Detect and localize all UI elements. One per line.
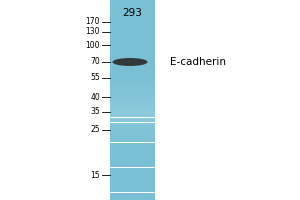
Bar [110, 192, 155, 195]
Bar [110, 145, 155, 148]
Bar [110, 150, 155, 152]
Bar [110, 22, 155, 25]
Bar [110, 58, 155, 60]
Bar [110, 152, 155, 155]
Bar [110, 172, 155, 175]
Bar [110, 68, 155, 70]
Bar [110, 122, 155, 125]
Bar [110, 95, 155, 98]
Bar [110, 80, 155, 82]
Bar [110, 27, 155, 30]
Text: 15: 15 [90, 170, 100, 180]
Bar [110, 52, 155, 55]
Text: 40: 40 [90, 92, 100, 102]
Bar [110, 182, 155, 185]
Bar [110, 85, 155, 88]
Bar [110, 185, 155, 188]
Bar [110, 82, 155, 85]
Bar [110, 170, 155, 172]
Bar [110, 55, 155, 58]
Bar [110, 117, 155, 120]
Bar [110, 0, 155, 2]
Bar [110, 102, 155, 105]
Bar [110, 128, 155, 130]
Bar [110, 72, 155, 75]
Bar [110, 88, 155, 90]
Text: 130: 130 [85, 27, 100, 36]
Bar [110, 2, 155, 5]
Bar [110, 15, 155, 18]
Text: 170: 170 [85, 18, 100, 26]
Text: 35: 35 [90, 108, 100, 116]
Bar [110, 112, 155, 115]
Bar [110, 160, 155, 162]
Bar [110, 155, 155, 158]
Bar [110, 92, 155, 95]
Bar [110, 190, 155, 192]
Bar [110, 105, 155, 108]
Bar [110, 120, 155, 122]
Bar [110, 195, 155, 198]
Text: 25: 25 [90, 126, 100, 134]
Bar [110, 188, 155, 190]
Bar [110, 40, 155, 43]
Bar [110, 135, 155, 138]
Bar [110, 140, 155, 142]
Bar [110, 198, 155, 200]
Bar [110, 175, 155, 178]
Bar [110, 138, 155, 140]
Bar [110, 38, 155, 40]
Bar [110, 165, 155, 167]
Bar [110, 47, 155, 50]
Bar [110, 98, 155, 100]
Bar [110, 5, 155, 7]
Bar [110, 12, 155, 15]
Bar [110, 180, 155, 182]
Bar [110, 115, 155, 117]
Bar [110, 60, 155, 62]
Bar [110, 7, 155, 10]
Bar [110, 25, 155, 27]
Text: 293: 293 [122, 8, 142, 18]
Bar [110, 75, 155, 77]
Bar [110, 168, 155, 170]
Bar [110, 125, 155, 128]
Text: E-cadherin: E-cadherin [170, 57, 226, 67]
Bar [110, 142, 155, 145]
Bar [110, 178, 155, 180]
Bar [110, 158, 155, 160]
Bar [110, 65, 155, 68]
Bar [110, 32, 155, 35]
Bar [110, 108, 155, 110]
Text: 70: 70 [90, 58, 100, 66]
Bar [110, 30, 155, 32]
Bar [110, 18, 155, 20]
Bar [110, 148, 155, 150]
Bar [110, 90, 155, 92]
Text: 55: 55 [90, 73, 100, 82]
Bar [110, 35, 155, 38]
Ellipse shape [112, 58, 148, 66]
Bar [110, 110, 155, 112]
Bar [110, 70, 155, 72]
Bar [110, 45, 155, 47]
Bar [110, 100, 155, 102]
Bar [110, 162, 155, 165]
Bar [110, 132, 155, 135]
Bar [110, 20, 155, 22]
Bar [110, 62, 155, 65]
Bar [110, 43, 155, 45]
Bar [110, 130, 155, 132]
Text: 100: 100 [85, 40, 100, 49]
Bar [110, 50, 155, 52]
Bar [110, 10, 155, 12]
Bar [110, 77, 155, 80]
